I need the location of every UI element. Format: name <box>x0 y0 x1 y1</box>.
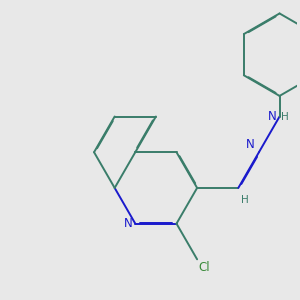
Text: N: N <box>268 110 277 123</box>
Text: N: N <box>124 217 132 230</box>
Text: H: H <box>281 112 289 122</box>
Text: Cl: Cl <box>199 261 210 274</box>
Text: H: H <box>241 195 249 205</box>
Text: N: N <box>246 138 254 151</box>
